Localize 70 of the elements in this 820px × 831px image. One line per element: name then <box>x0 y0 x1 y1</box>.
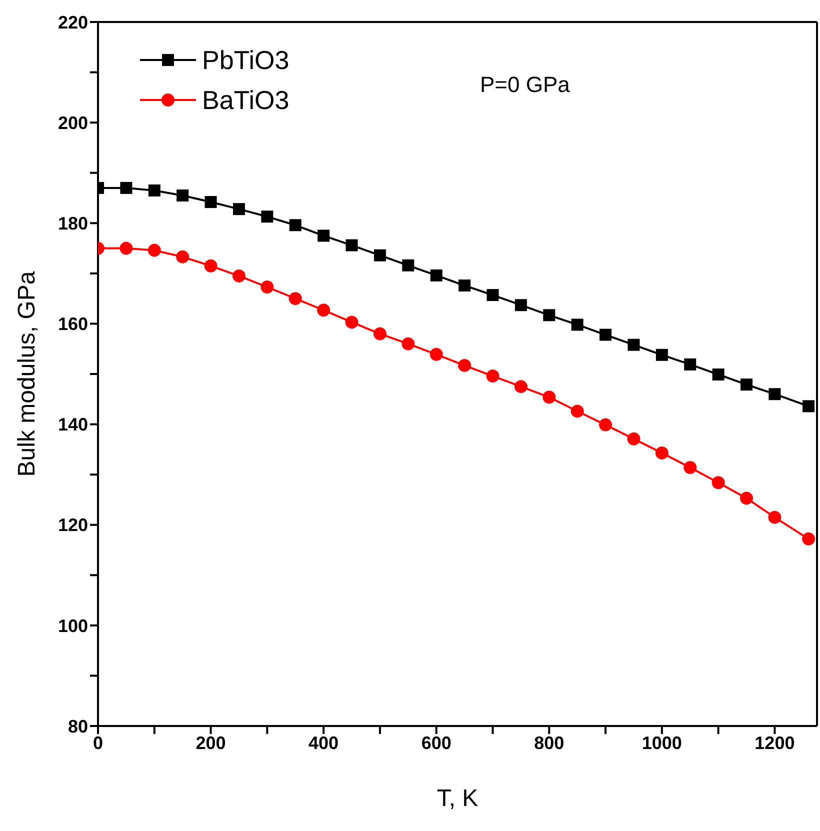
point <box>288 292 302 306</box>
point <box>768 388 781 400</box>
x-tick-label: 1200 <box>754 732 795 753</box>
point <box>120 182 132 194</box>
point <box>232 269 246 282</box>
legend-label: BaTiO3 <box>202 84 290 116</box>
point <box>600 328 612 341</box>
point <box>346 239 358 252</box>
point <box>684 358 696 370</box>
x-tick-label: 400 <box>308 732 339 753</box>
point <box>430 348 443 361</box>
y-tick-label: 140 <box>58 414 88 435</box>
point <box>458 358 472 372</box>
legend-label: PbTiO3 <box>202 44 290 76</box>
point <box>740 378 753 391</box>
point <box>570 404 584 418</box>
point <box>402 337 415 350</box>
point <box>802 400 815 412</box>
y-tick-label: 100 <box>58 616 88 636</box>
y-tick-label: 180 <box>58 214 88 234</box>
point <box>318 230 330 242</box>
point <box>204 196 217 208</box>
x-tick-label: 800 <box>534 732 564 753</box>
point <box>176 250 190 264</box>
point <box>542 390 556 404</box>
point <box>345 316 358 329</box>
point <box>373 327 386 340</box>
point <box>514 299 527 312</box>
point <box>261 210 274 223</box>
point <box>402 259 414 272</box>
x-tick-label: 1000 <box>642 732 682 753</box>
point <box>148 184 160 196</box>
y-tick-label: 80 <box>68 716 88 736</box>
x-tick-label: 0 <box>92 732 104 753</box>
point <box>176 189 189 202</box>
y-axis-title: Bulk modulus, GPa <box>14 270 41 477</box>
point <box>486 370 500 383</box>
point <box>684 461 697 474</box>
point <box>486 289 499 302</box>
x-tick-label: 200 <box>196 732 226 753</box>
y-tick-label: 120 <box>58 515 88 536</box>
point <box>802 532 816 546</box>
point <box>260 280 274 294</box>
point <box>430 269 442 282</box>
annotation: P=0 GPa <box>480 72 570 98</box>
point <box>571 318 584 331</box>
point <box>148 244 161 257</box>
point <box>232 203 245 216</box>
point <box>514 380 528 394</box>
point <box>656 348 668 361</box>
x-axis-title: T, K <box>436 785 478 812</box>
point <box>289 219 302 232</box>
point <box>374 249 386 262</box>
point <box>628 338 640 351</box>
y-tick-label: 200 <box>58 112 88 133</box>
point <box>458 279 471 292</box>
point <box>543 309 556 322</box>
point <box>712 476 725 490</box>
point <box>655 446 668 460</box>
point <box>712 368 724 381</box>
y-tick-label: 160 <box>58 314 88 334</box>
y-tick-label: 220 <box>58 12 88 32</box>
point <box>627 432 640 446</box>
point <box>740 492 754 505</box>
point <box>768 510 782 524</box>
point <box>599 418 612 432</box>
point <box>120 242 133 255</box>
point <box>317 304 330 317</box>
x-tick-label: 600 <box>421 732 452 753</box>
point <box>204 259 218 272</box>
